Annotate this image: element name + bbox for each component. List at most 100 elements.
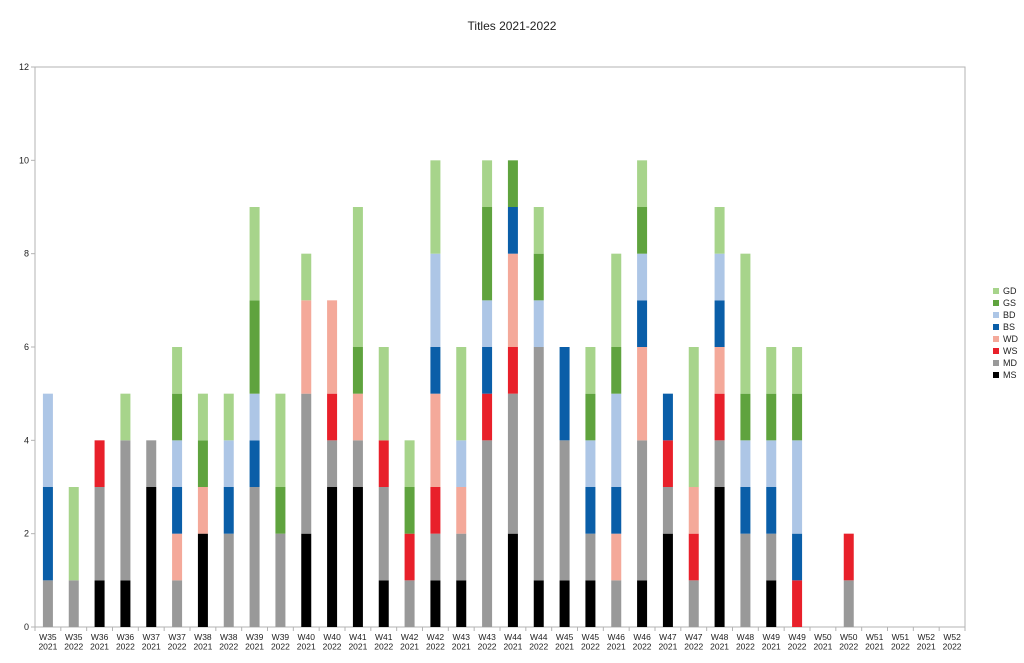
legend-item-ws: WS [993,345,1018,357]
bar-segment-bs [662,393,673,441]
bar-segment-ws [507,347,518,394]
legend-swatch [993,312,999,318]
bar-segment-gs [740,393,751,441]
bar-segment-ms [662,533,673,627]
x-tick-label: W35 2022 [64,632,83,652]
legend-swatch [993,324,999,330]
bar-segment-gd [688,347,699,487]
bar-segment-bs [42,487,53,581]
bar-segment-md [714,440,725,487]
bar-segment-gd [68,487,79,581]
bar-segment-wd [172,533,183,581]
bar-segment-gs [792,393,803,441]
x-tick-label: W40 2021 [297,632,316,652]
bar-segment-ms [197,533,208,627]
bar-segment-ws [843,533,854,581]
bar-segment-gd [172,347,183,394]
bar-segment-md [120,440,131,581]
bar-segment-gd [430,160,441,254]
bar-segment-gd [792,347,803,394]
bar-segment-md [688,580,699,627]
bar-segment-bd [172,440,183,487]
x-tick-label: W41 2022 [374,632,393,652]
bar-segment-ms [378,580,389,627]
bar-segment-md [42,580,53,627]
bar-segment-ws [327,393,338,441]
bar-segment-gd [533,207,544,254]
legend-item-ms: MS [993,369,1018,381]
legend-label: BD [1003,310,1016,320]
x-axis: W35 2021 W35 2022 W36 2021 W36 2022 W37 2021 W37 20… [34,627,966,652]
y-tick-label: 10 [19,155,29,165]
x-tick-label: W47 2021 [658,632,677,652]
bar-segment-gs [533,253,544,301]
legend-label: GS [1003,298,1017,308]
legend-label: WD [1003,334,1018,344]
legend-item-bs: BS [993,321,1018,333]
bar-segment-gs [637,207,648,254]
bar-segment-md [637,440,648,581]
legend-item-gd: GD [993,285,1018,297]
bar-segment-gd [275,393,286,487]
x-tick-label: W37 2021 [142,632,161,652]
bar-segment-wd [327,300,338,394]
x-tick-label: W49 2022 [788,632,807,652]
bar-segment-md [94,487,105,581]
bar-segment-md [662,487,673,534]
bar-segment-ms [637,580,648,627]
bar-segment-gs [197,440,208,487]
bar-segment-bd [637,253,648,301]
bar-segment-md [275,533,286,627]
bar-segment-ms [456,580,467,627]
x-tick-label: W50 2021 [813,632,832,652]
bar-segment-gs [352,347,363,394]
legend-label: MD [1003,358,1017,368]
bar-segment-ws [94,440,105,487]
bar-segment-md [456,533,467,581]
bar-segment-wd [507,253,518,347]
bar-segment-wd [456,487,467,534]
bar-segment-gd [714,207,725,254]
bar-segment-ms [507,533,518,627]
bar-segment-bs [249,440,260,487]
bar-segment-md [611,580,622,627]
bar-segment-bd [740,440,751,487]
bar-segment-gs [482,207,493,301]
bar-segment-md [507,393,518,534]
bar-segment-md [223,533,234,627]
legend-swatch [993,360,999,366]
bar-segment-gd [482,160,493,207]
y-axis: 0 2 4 6 8 10 12 [19,62,35,632]
bar-segment-bs [611,487,622,534]
bar-segment-gs [249,300,260,394]
bar-segment-wd [352,393,363,441]
bar-segment-md [585,533,596,581]
bar-segment-md [430,533,441,581]
bar-segment-ms [120,580,131,627]
bar-segment-gs [404,487,415,534]
bar-segment-gd [197,393,208,441]
bar-segment-bd [223,440,234,487]
x-tick-label: W52 2021 [917,632,936,652]
bar-segment-gs [275,487,286,534]
bar-segment-bd [42,393,53,487]
bar-segment-ms [766,580,777,627]
x-tick-label: W44 2021 [503,632,522,652]
bar-segment-wd [197,487,208,534]
bar-segment-md [352,440,363,487]
bar-segment-bd [766,440,777,487]
x-tick-label: W42 2022 [426,632,445,652]
bar-segment-ms [533,580,544,627]
bar-segment-gd [301,253,312,301]
legend-label: WS [1003,346,1018,356]
bar-segment-md [404,580,415,627]
bar-segment-gd [249,207,260,301]
legend-item-wd: WD [993,333,1018,345]
bar-segment-ws [688,533,699,581]
bar-segment-bs [637,300,648,347]
bar-segment-md [301,393,312,534]
bar-segment-md [249,487,260,627]
bar-segment-gd [611,253,622,347]
bar-segment-gs [507,160,518,207]
y-tick-label: 4 [24,435,29,445]
